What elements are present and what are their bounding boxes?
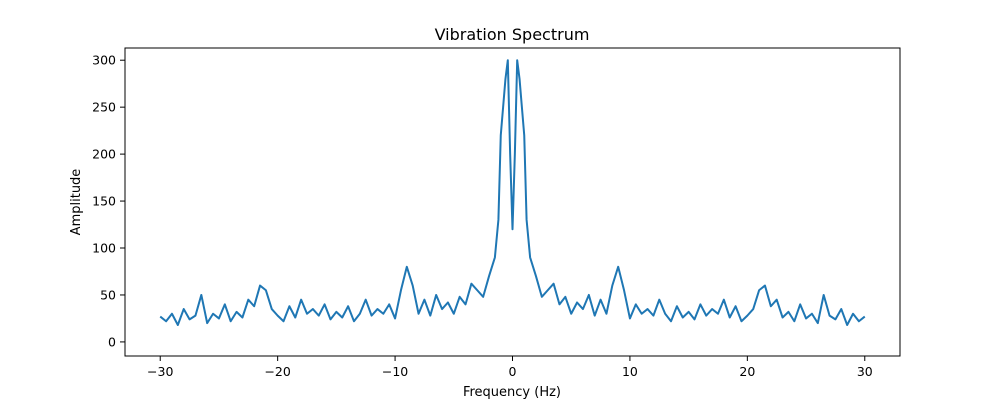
x-tick-label: 30 [857, 364, 873, 379]
y-tick-label: 50 [100, 287, 116, 302]
series-line [159, 59, 866, 327]
y-tick-label: 250 [92, 100, 116, 115]
y-axis-ticks: 0 50 100 150 200 250 300 [92, 53, 125, 349]
x-tick-label: −10 [382, 364, 408, 379]
x-axis-label: Frequency (Hz) [463, 385, 561, 400]
x-axis-ticks: −30 −20 −10 0 10 20 30 [147, 356, 873, 379]
x-tick-label: 0 [509, 364, 517, 379]
y-tick-label: 100 [92, 241, 116, 256]
y-tick-label: 200 [92, 147, 116, 162]
chart-title: Vibration Spectrum [435, 25, 590, 44]
y-tick-label: 300 [92, 53, 116, 68]
x-tick-label: −30 [147, 364, 173, 379]
y-axis-label: Amplitude [69, 169, 84, 236]
x-tick-label: 10 [622, 364, 638, 379]
y-tick-label: 150 [92, 194, 116, 209]
plot-area [124, 47, 901, 357]
y-tick-label: 0 [108, 334, 116, 349]
x-tick-label: 20 [739, 364, 755, 379]
x-tick-label: −20 [264, 364, 290, 379]
